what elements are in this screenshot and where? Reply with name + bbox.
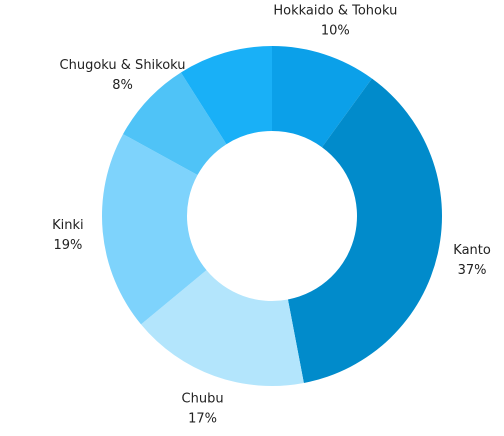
donut-slice bbox=[287, 78, 443, 383]
slice-value-label: 19% bbox=[53, 238, 82, 253]
slice-value-label: 17% bbox=[188, 411, 217, 426]
donut-slice bbox=[272, 46, 372, 148]
slice-label: Kanto bbox=[453, 243, 491, 258]
donut-slice bbox=[123, 72, 227, 176]
donut-slice bbox=[141, 270, 304, 386]
slice-label: Hokkaido & Tohoku bbox=[273, 4, 397, 19]
slice-value-label: 8% bbox=[112, 78, 133, 93]
donut-slice bbox=[102, 134, 207, 325]
slice-value-label: 37% bbox=[458, 263, 487, 278]
slice-label: Chubu bbox=[182, 391, 224, 406]
slice-label: Chugoku & Shikoku bbox=[60, 58, 186, 73]
slice-label: Kinki bbox=[52, 218, 84, 233]
slice-value-label: 10% bbox=[321, 24, 350, 39]
donut-slice bbox=[180, 46, 272, 145]
